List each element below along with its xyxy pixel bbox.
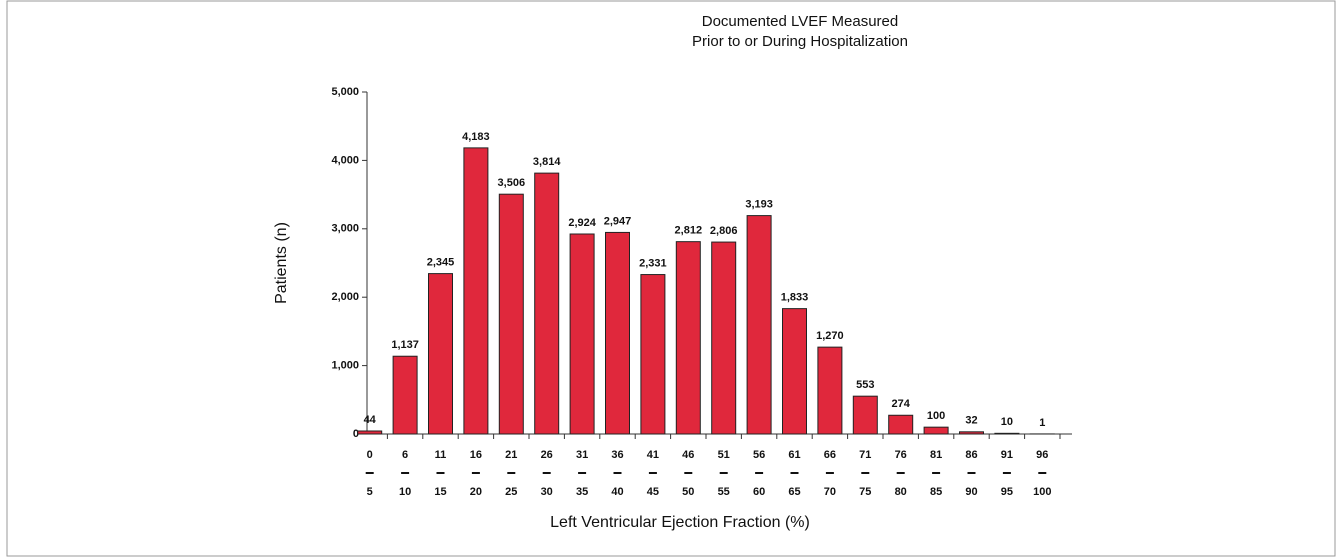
x-tick-label: 41 bbox=[647, 449, 659, 461]
frame bbox=[6, 0, 1336, 557]
value-label: 100 bbox=[927, 410, 945, 422]
x-tick-label: 85 bbox=[930, 486, 942, 498]
x-tick-label: 5 bbox=[367, 486, 373, 498]
bar bbox=[392, 355, 418, 435]
value-label: 2,812 bbox=[675, 225, 703, 237]
x-tick-label: 21 bbox=[505, 449, 517, 461]
bar bbox=[817, 346, 843, 435]
x-tick-label: 70 bbox=[824, 486, 836, 498]
bar bbox=[605, 231, 630, 435]
bar bbox=[357, 430, 383, 435]
x-axis-title: Left Ventricular Ejection Fraction (%) bbox=[550, 514, 810, 531]
bar bbox=[463, 147, 489, 435]
x-tick-label: 25 bbox=[505, 486, 517, 498]
bar bbox=[569, 233, 595, 435]
x-tick-label: 66 bbox=[824, 449, 836, 461]
bar bbox=[534, 172, 560, 435]
value-label: 2,806 bbox=[710, 225, 738, 237]
value-label: 1 bbox=[1039, 417, 1045, 429]
bar bbox=[923, 426, 949, 435]
x-tick-label: 50 bbox=[682, 486, 694, 498]
value-label: 4,183 bbox=[462, 131, 490, 143]
value-label: 2,331 bbox=[639, 257, 667, 269]
bar bbox=[994, 432, 1020, 435]
value-label: 1,137 bbox=[391, 339, 419, 351]
value-label: 2,947 bbox=[604, 215, 632, 227]
x-tick-label: 71 bbox=[859, 449, 871, 461]
x-tick-label: 60 bbox=[753, 486, 765, 498]
x-tick-label: 45 bbox=[647, 486, 659, 498]
value-label: 3,506 bbox=[498, 177, 526, 189]
x-tick-label: 61 bbox=[788, 449, 800, 461]
x-tick-label: 11 bbox=[435, 449, 447, 461]
value-label: 553 bbox=[856, 379, 874, 391]
x-tick-label: 35 bbox=[576, 486, 588, 498]
x-tick-label: 15 bbox=[434, 486, 446, 498]
x-tick-label: 55 bbox=[718, 486, 730, 498]
chart-subtitle: Prior to or During Hospitalization bbox=[692, 33, 908, 50]
x-tick-label: 80 bbox=[895, 486, 907, 498]
x-tick-label: 86 bbox=[965, 449, 977, 461]
value-label: 3,814 bbox=[533, 156, 561, 168]
x-tick-label: 16 bbox=[470, 449, 482, 461]
x-tick-label: 81 bbox=[930, 449, 942, 461]
x-tick-label: 95 bbox=[1001, 486, 1013, 498]
x-tick-label: 20 bbox=[470, 486, 482, 498]
value-label: 274 bbox=[892, 398, 911, 410]
value-label: 1,833 bbox=[781, 292, 809, 304]
value-label: 3,193 bbox=[745, 199, 773, 211]
bar bbox=[782, 308, 807, 435]
x-tick-label: 56 bbox=[753, 449, 765, 461]
y-tick-label: 5,000 bbox=[331, 86, 359, 98]
y-tick-label: 4,000 bbox=[331, 154, 359, 166]
x-tick-label: 31 bbox=[576, 449, 588, 461]
value-label: 44 bbox=[364, 414, 377, 426]
x-tick-label: 91 bbox=[1001, 449, 1013, 461]
x-tick-label: 40 bbox=[611, 486, 623, 498]
x-tick-label: 10 bbox=[399, 486, 411, 498]
x-tick-label: 30 bbox=[541, 486, 553, 498]
y-tick-label: 2,000 bbox=[331, 291, 359, 303]
y-tick-label: 1,000 bbox=[331, 360, 359, 372]
x-tick-label: 76 bbox=[895, 449, 907, 461]
x-tick-label: 96 bbox=[1036, 449, 1048, 461]
x-tick-label: 36 bbox=[611, 449, 623, 461]
value-label: 10 bbox=[1001, 416, 1013, 428]
y-tick-label: 0 bbox=[353, 428, 359, 440]
y-tick-label: 3,000 bbox=[331, 223, 359, 235]
bar bbox=[959, 431, 984, 435]
bar bbox=[711, 241, 737, 435]
x-tick-label: 46 bbox=[682, 449, 694, 461]
value-label: 1,270 bbox=[816, 330, 844, 342]
value-label: 32 bbox=[965, 415, 977, 427]
x-tick-label: 75 bbox=[859, 486, 871, 498]
bar bbox=[746, 215, 772, 435]
bar bbox=[675, 241, 701, 435]
bar bbox=[498, 193, 524, 435]
bar bbox=[428, 273, 453, 435]
x-tick-label: 0 bbox=[367, 449, 373, 461]
y-axis-title: Patients (n) bbox=[273, 222, 290, 304]
chart-title: Documented LVEF Measured bbox=[702, 13, 899, 30]
bar bbox=[852, 395, 878, 435]
bar bbox=[640, 274, 666, 435]
x-tick-label: 90 bbox=[965, 486, 977, 498]
value-label: 2,924 bbox=[568, 217, 596, 229]
x-tick-label: 100 bbox=[1033, 486, 1051, 498]
x-tick-label: 51 bbox=[718, 449, 730, 461]
value-label: 2,345 bbox=[427, 257, 455, 269]
bar bbox=[888, 414, 914, 435]
x-tick-label: 26 bbox=[541, 449, 553, 461]
x-tick-label: 65 bbox=[788, 486, 800, 498]
x-tick-label: 6 bbox=[402, 449, 408, 461]
